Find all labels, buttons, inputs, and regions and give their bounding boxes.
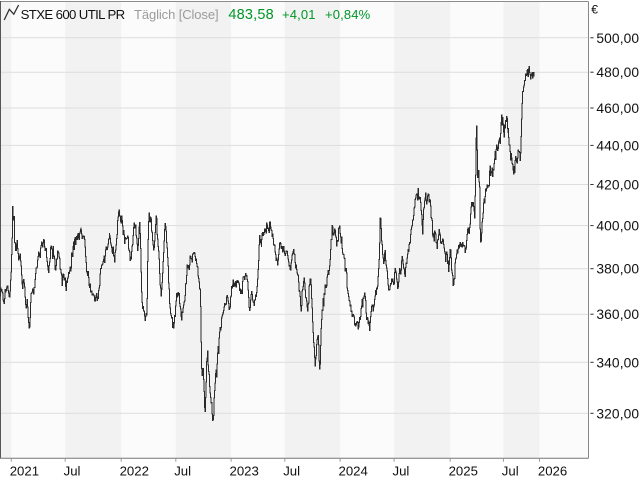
svg-text:Jul: Jul [283, 464, 300, 479]
svg-text:Jul: Jul [64, 464, 81, 479]
svg-text:440,00: 440,00 [596, 138, 639, 153]
svg-text:400,00: 400,00 [596, 219, 639, 234]
svg-text:420,00: 420,00 [596, 178, 639, 193]
svg-text:2021: 2021 [10, 464, 39, 479]
svg-text:2026: 2026 [538, 464, 567, 479]
svg-text:480,00: 480,00 [596, 65, 639, 80]
svg-text:Täglich [Close]: Täglich [Close] [134, 7, 218, 22]
svg-text:Jul: Jul [174, 464, 191, 479]
svg-text:2025: 2025 [449, 464, 478, 479]
svg-text:STXE 600 UTIL PR: STXE 600 UTIL PR [21, 7, 125, 22]
svg-text:320,00: 320,00 [596, 406, 639, 421]
svg-text:340,00: 340,00 [596, 355, 639, 370]
svg-text:2023: 2023 [230, 464, 259, 479]
svg-text:Jul: Jul [502, 464, 519, 479]
svg-text:+4,01: +4,01 [282, 7, 316, 22]
svg-text:2024: 2024 [339, 464, 368, 479]
svg-text:500,00: 500,00 [596, 31, 639, 46]
svg-text:360,00: 360,00 [596, 307, 639, 322]
svg-text:483,58: 483,58 [228, 7, 274, 23]
svg-text:+0,84%: +0,84% [325, 7, 371, 22]
svg-text:2022: 2022 [120, 464, 149, 479]
svg-text:Jul: Jul [393, 464, 410, 479]
svg-text:460,00: 460,00 [596, 101, 639, 116]
svg-text:380,00: 380,00 [596, 262, 639, 277]
svg-text:€: € [591, 3, 598, 17]
